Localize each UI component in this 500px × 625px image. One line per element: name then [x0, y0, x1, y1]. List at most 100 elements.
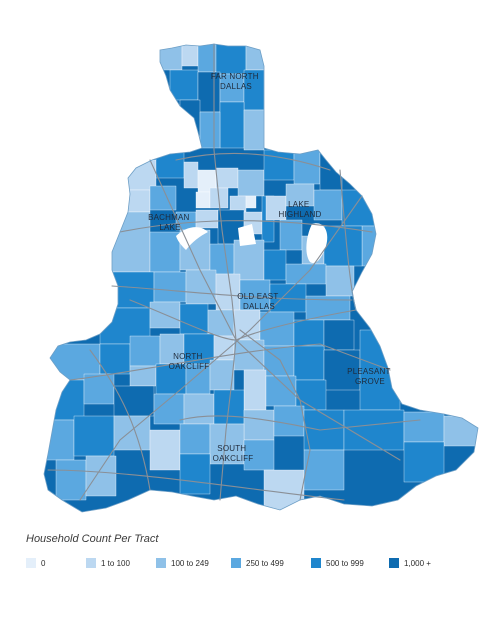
legend-swatch-1: [86, 558, 96, 568]
tract: [403, 411, 445, 443]
legend-swatch-3: [231, 558, 241, 568]
tract: [313, 189, 343, 221]
tract: [293, 319, 325, 347]
legend-item-4: 500 to 999: [311, 558, 364, 568]
label-far-north-line2: DALLAS: [220, 82, 252, 91]
choropleth-map: FAR NORTH DALLAS LAKE HIGHLAND BACHMAN L…: [43, 43, 479, 513]
label-lake-highland-line1: LAKE: [288, 200, 309, 209]
tract: [229, 195, 247, 213]
tract: [183, 393, 215, 425]
tract: [44, 379, 85, 421]
tract: [259, 311, 295, 347]
tract: [243, 369, 267, 411]
tract: [129, 335, 161, 367]
tract: [119, 189, 151, 213]
tract: [185, 269, 217, 305]
label-bachman-line1: BACHMAN: [148, 213, 189, 222]
label-north-oakcliff-line2: OAKCLIFF: [169, 362, 210, 371]
tract: [265, 375, 297, 407]
tract: [215, 44, 247, 75]
tract: [403, 441, 445, 483]
highway-network: [47, 43, 421, 501]
tract: [323, 225, 363, 267]
tract: [179, 453, 211, 495]
bachman-lake-water: [176, 227, 208, 250]
tract: [183, 333, 215, 365]
tract: [215, 167, 239, 189]
tract: [273, 405, 305, 437]
tract: [303, 449, 345, 491]
tract: [159, 333, 185, 365]
legend-title: Household Count Per Tract: [26, 533, 159, 545]
legend-label-1: 1 to 100: [101, 558, 130, 568]
tract: [44, 419, 75, 461]
love-field-area: [238, 224, 256, 246]
tract: [207, 309, 235, 337]
label-pleasant-grove: PLEASANT GROVE: [347, 367, 393, 386]
tract: [55, 459, 87, 501]
legend-swatch-4: [311, 558, 321, 568]
tract: [183, 161, 199, 189]
tract: [443, 415, 478, 447]
tract: [245, 195, 257, 209]
label-pleasant-grove-line1: PLEASANT: [347, 367, 390, 376]
label-south-oakcliff-line1: SOUTH: [217, 444, 246, 453]
tract: [149, 231, 181, 273]
tract: [149, 429, 181, 471]
legend-label-3: 250 to 499: [246, 558, 284, 568]
tract: [239, 279, 271, 311]
legend: 0 1 to 100 100 to 249 250 to 499 500 to …: [26, 558, 486, 574]
tract: [85, 455, 117, 497]
tract: [263, 345, 295, 377]
legend-item-2: 100 to 249: [156, 558, 209, 568]
tract: [169, 69, 199, 101]
label-far-north-dallas: FAR NORTH DALLAS: [211, 72, 261, 91]
tract: [293, 345, 325, 381]
map-labels: FAR NORTH DALLAS LAKE HIGHLAND BACHMAN L…: [148, 72, 393, 463]
tract: [73, 415, 115, 457]
tract: [233, 239, 265, 281]
legend-label-5: 1,000 +: [404, 558, 431, 568]
tract: [99, 343, 131, 375]
tract: [149, 185, 177, 211]
legend-label-0: 0: [41, 558, 46, 568]
legend-swatch-5: [389, 558, 399, 568]
tract: [219, 101, 245, 149]
label-lake-highland-line2: HIGHLAND: [279, 210, 322, 219]
label-lake-highland: LAKE HIGHLAND: [279, 200, 322, 219]
label-pleasant-grove-line2: GROVE: [355, 377, 385, 386]
tract: [185, 363, 211, 395]
tract: [245, 45, 265, 71]
label-old-east-dallas: OLD EAST DALLAS: [237, 292, 280, 311]
tract: [179, 303, 209, 335]
legend-label-2: 100 to 249: [171, 558, 209, 568]
label-north-oakcliff-line1: NORTH: [173, 352, 202, 361]
tract: [209, 359, 235, 391]
tract: [209, 243, 235, 275]
label-old-east-line1: OLD EAST: [237, 292, 278, 301]
tract: [83, 373, 115, 405]
tract: [263, 149, 295, 181]
legend-item-3: 250 to 499: [231, 558, 284, 568]
legend-item-5: 1,000 +: [389, 558, 431, 568]
tract: [243, 439, 275, 471]
legend-swatch-2: [156, 558, 166, 568]
tract: [237, 169, 265, 197]
tract: [179, 99, 201, 141]
tract: [243, 409, 275, 441]
legend-item-1: 1 to 100: [86, 558, 130, 568]
label-south-oakcliff-line2: OAKCLIFF: [213, 454, 254, 463]
legend-item-0: 0: [26, 558, 45, 568]
tract: [109, 271, 155, 309]
label-bachman-line2: LAKE: [159, 223, 180, 232]
tract: [293, 149, 321, 185]
tract: [153, 271, 187, 303]
tract: [113, 415, 151, 451]
tract: [219, 73, 245, 103]
label-far-north-line1: FAR NORTH: [211, 72, 259, 81]
label-north-oakcliff: NORTH OAKCLIFF: [169, 352, 210, 371]
tract: [341, 189, 377, 227]
label-bachman-lake: BACHMAN LAKE: [148, 213, 192, 232]
tract: [197, 44, 217, 73]
label-old-east-line2: DALLAS: [243, 302, 275, 311]
